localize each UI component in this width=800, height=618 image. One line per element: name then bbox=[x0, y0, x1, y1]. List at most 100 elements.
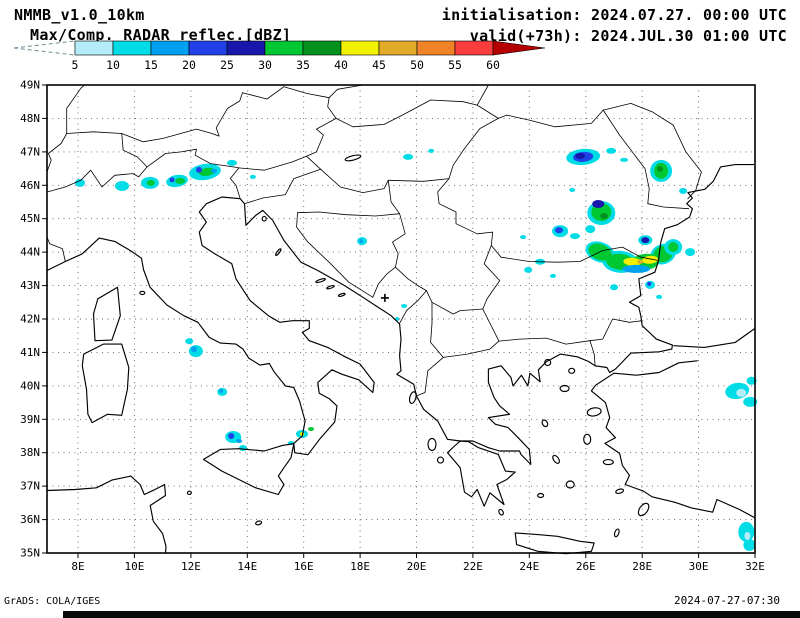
country-border bbox=[482, 245, 501, 310]
country-border bbox=[392, 213, 406, 268]
country-border bbox=[490, 231, 659, 263]
country-border bbox=[335, 99, 478, 128]
radar-cell bbox=[239, 445, 247, 451]
colorbar-tick-label: 5 bbox=[72, 58, 79, 72]
map-grid bbox=[47, 85, 755, 553]
map-frame-rect bbox=[46, 84, 756, 554]
small-island bbox=[537, 492, 545, 499]
colorbar-segment bbox=[454, 40, 494, 56]
small-island bbox=[255, 520, 263, 526]
lat-tick-label: 48N bbox=[20, 112, 40, 125]
radar-cell bbox=[146, 179, 155, 186]
lon-tick-label: 22E bbox=[463, 560, 483, 573]
radar-cell bbox=[569, 188, 576, 192]
lat-tick-label: 45N bbox=[20, 212, 40, 225]
country-border bbox=[431, 301, 484, 315]
radar-cell bbox=[610, 284, 618, 291]
radar-cell bbox=[520, 235, 527, 240]
island-coastline bbox=[202, 443, 295, 496]
radar-cell bbox=[228, 433, 235, 439]
radar-cell bbox=[115, 181, 129, 191]
colorbar-segment bbox=[226, 40, 266, 56]
lat-tick-label: 40N bbox=[20, 379, 40, 392]
radar-cell bbox=[401, 304, 408, 308]
radar-cell bbox=[359, 239, 364, 244]
radar-cell bbox=[227, 159, 237, 166]
radar-cell bbox=[185, 338, 194, 345]
valid-time-label: valid(+73h): 2024.JUL.30 01:00 UTC bbox=[469, 27, 787, 45]
radar-cell bbox=[75, 178, 85, 187]
country-border bbox=[244, 168, 321, 205]
coastline bbox=[594, 164, 755, 374]
radar-cell bbox=[555, 227, 563, 234]
small-island bbox=[261, 215, 267, 222]
radar-cell bbox=[656, 294, 663, 299]
lon-tick-label: 10E bbox=[124, 560, 144, 573]
map-frame bbox=[46, 84, 756, 554]
country-border bbox=[387, 179, 400, 215]
country-border bbox=[448, 118, 499, 179]
radar-cell bbox=[524, 266, 533, 273]
country-border bbox=[589, 318, 643, 342]
country-border bbox=[416, 357, 444, 397]
lon-tick-label: 12E bbox=[181, 560, 201, 573]
colorbar-tick-label: 25 bbox=[220, 58, 234, 72]
country-border bbox=[399, 290, 427, 324]
country-border bbox=[430, 322, 444, 358]
radar-cell bbox=[191, 346, 197, 353]
lon-tick-label: 18E bbox=[350, 560, 370, 573]
country-border bbox=[327, 97, 337, 119]
window-edge-bar bbox=[63, 611, 800, 618]
radar-cell bbox=[403, 153, 414, 160]
coastline bbox=[446, 440, 516, 507]
lat-tick-label: 43N bbox=[20, 279, 40, 292]
radar-cell bbox=[219, 388, 223, 393]
lat-tick-label: 49N bbox=[20, 79, 40, 92]
country-border bbox=[497, 109, 604, 128]
lon-tick-label: 8E bbox=[71, 560, 84, 573]
country-border bbox=[306, 118, 337, 157]
radar-cell bbox=[236, 439, 243, 443]
radar-cell bbox=[637, 259, 644, 264]
lon-tick-label: 26E bbox=[576, 560, 596, 573]
colorbar-tick-label: 30 bbox=[258, 58, 272, 72]
coastline bbox=[46, 196, 596, 465]
lon-tick-label: 24E bbox=[519, 560, 539, 573]
lat-tick-label: 42N bbox=[20, 313, 40, 326]
small-island bbox=[408, 391, 417, 405]
radar-cell bbox=[641, 237, 650, 244]
radar-cell bbox=[744, 532, 751, 540]
creation-timestamp: 2024-07-27-07:30 bbox=[674, 594, 780, 607]
radar-cells bbox=[75, 147, 758, 551]
lat-tick-label: 37N bbox=[20, 480, 40, 493]
colorbar-tick-label: 10 bbox=[106, 58, 120, 72]
small-island bbox=[613, 528, 620, 538]
colorbar-tick-label: 45 bbox=[372, 58, 386, 72]
coastline bbox=[590, 360, 756, 519]
radar-cell bbox=[169, 177, 175, 183]
colorbar-segment bbox=[340, 40, 380, 56]
radar-cell bbox=[575, 152, 586, 159]
country-border bbox=[442, 340, 500, 358]
country-border bbox=[66, 84, 85, 134]
country-border bbox=[328, 84, 364, 99]
radar-cell bbox=[642, 255, 659, 264]
lat-tick-label: 47N bbox=[20, 145, 40, 158]
lat-tick-label: 46N bbox=[20, 179, 40, 192]
country-border bbox=[602, 103, 702, 200]
radar-cell bbox=[679, 188, 688, 194]
colorbar-over-arrow bbox=[492, 40, 546, 56]
country-border bbox=[46, 236, 66, 262]
radar-cell bbox=[211, 168, 217, 173]
station-marker bbox=[380, 293, 389, 302]
country-border bbox=[121, 133, 148, 168]
country-border bbox=[296, 212, 374, 298]
small-island bbox=[602, 459, 614, 466]
small-island bbox=[139, 290, 146, 296]
radar-cell bbox=[685, 248, 696, 257]
small-island bbox=[586, 407, 602, 417]
colorbar-tick-label: 40 bbox=[334, 58, 348, 72]
small-island bbox=[186, 490, 192, 495]
country-border bbox=[229, 167, 241, 200]
